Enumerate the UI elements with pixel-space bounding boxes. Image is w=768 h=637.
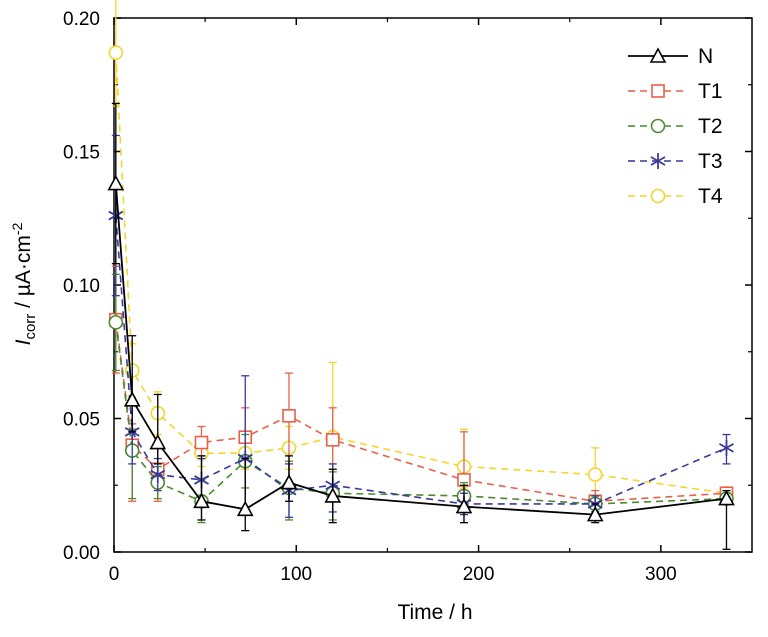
data-point — [719, 439, 734, 456]
axes: 0 100 200 300 0.00 0.05 0.10 0.15 0.20 — [63, 9, 753, 585]
triangle-marker — [236, 500, 254, 517]
legend-label: T4 — [698, 185, 723, 208]
asterisk-stroke — [719, 443, 734, 453]
legend-marker — [649, 47, 667, 63]
data-point — [193, 492, 210, 509]
error-bar — [128, 335, 137, 433]
series-n — [107, 102, 735, 550]
legend-item-t1: T1 — [628, 80, 723, 103]
square-marker — [325, 433, 340, 447]
triangle-marker — [649, 47, 667, 63]
legend-item-t4: T4 — [628, 185, 723, 208]
legend-label: T1 — [698, 80, 723, 103]
x-tick-label: 100 — [280, 564, 312, 585]
data-point — [587, 467, 603, 482]
triangle-marker — [107, 174, 125, 191]
y-tick-label: 0.00 — [63, 543, 100, 564]
square-marker — [282, 409, 296, 423]
data-point — [150, 466, 166, 483]
circle-marker — [108, 45, 124, 61]
asterisk-stroke — [650, 156, 666, 166]
triangle-marker — [455, 497, 473, 514]
legend-marker — [650, 188, 666, 204]
y-axis-title-symbol: I — [12, 339, 35, 345]
circle-marker — [587, 467, 603, 482]
y-axis-title-subscript: corr — [22, 314, 39, 340]
series-t4 — [108, 0, 734, 501]
data-point — [718, 489, 735, 506]
data-point — [194, 435, 209, 450]
asterisk-stroke — [150, 469, 166, 480]
triangle-marker — [193, 492, 210, 509]
legend-item-t2: T2 — [628, 115, 723, 138]
triangle-marker — [718, 489, 735, 506]
square-marker — [651, 84, 665, 98]
data-point — [236, 500, 254, 517]
series-line — [115, 215, 727, 505]
data-point — [149, 433, 167, 450]
data-point — [123, 391, 141, 407]
x-tick-label: 200 — [463, 564, 495, 585]
series-layer — [107, 0, 735, 550]
square-marker — [194, 435, 209, 450]
series-line — [115, 52, 727, 495]
data-point — [280, 473, 298, 490]
x-axis-title: Time / h — [397, 601, 472, 624]
series-line — [114, 183, 727, 516]
plot-frame — [113, 17, 753, 553]
data-point — [108, 315, 124, 330]
y-axis-title: Icorr / µA·cm-2 — [9, 222, 39, 345]
triangle-marker — [149, 433, 167, 450]
legend-item-t3: T3 — [628, 150, 723, 173]
error-bar — [197, 455, 206, 521]
x-tick-label: 300 — [645, 564, 677, 585]
legend-label: N — [698, 45, 713, 68]
legend-marker — [650, 153, 666, 169]
data-point — [282, 409, 296, 423]
data-point — [586, 505, 604, 522]
circle-marker — [650, 118, 666, 134]
y-axis-title-unit: / µA·cm — [12, 235, 35, 314]
y-tick-label: 0.05 — [63, 410, 100, 431]
error-bar — [153, 393, 162, 465]
circle-marker — [108, 315, 124, 330]
triangle-marker — [586, 505, 604, 522]
legend-marker — [650, 118, 666, 134]
data-point — [455, 497, 473, 514]
circle-marker — [650, 188, 666, 204]
legend-item-n: N — [628, 45, 713, 68]
x-tick-label: 0 — [109, 564, 120, 585]
y-axis-title-superscript: -2 — [9, 222, 25, 235]
legend: N T1 T2 T3 T4 — [628, 45, 723, 208]
data-point — [107, 174, 125, 191]
y-tick-label: 0.20 — [63, 9, 100, 30]
error-bar — [241, 457, 250, 532]
data-point — [108, 45, 124, 61]
y-tick-label: 0.10 — [63, 276, 100, 297]
legend-label: T3 — [698, 150, 723, 173]
data-point — [324, 487, 342, 503]
series-line — [115, 319, 727, 503]
triangle-marker — [324, 487, 342, 503]
data-point — [325, 433, 340, 447]
series-t1 — [109, 265, 734, 524]
y-tick-label: 0.15 — [63, 143, 100, 164]
triangle-marker — [123, 391, 141, 407]
triangle-marker — [280, 473, 298, 490]
legend-label: T2 — [698, 115, 723, 138]
legend-marker — [651, 84, 665, 98]
